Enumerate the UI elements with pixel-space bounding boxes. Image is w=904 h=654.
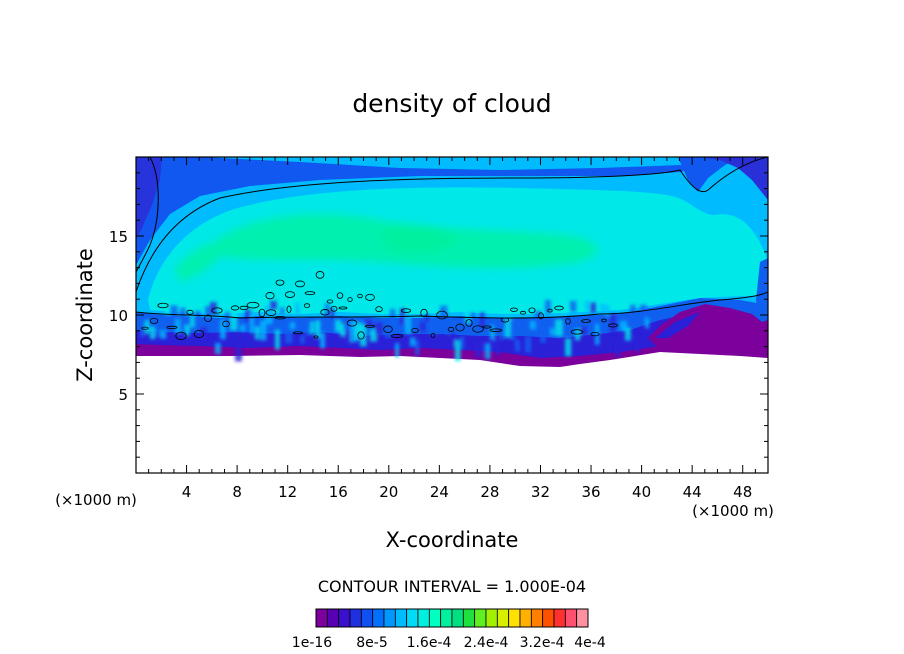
colorbar	[315, 608, 589, 628]
colorbar-swatch	[417, 608, 430, 628]
colorbar-swatch	[564, 608, 578, 628]
colorbar-swatch	[508, 608, 521, 628]
colorbar-swatch	[542, 608, 555, 628]
x-tick-label: 8	[232, 483, 242, 501]
x-tick-label: 24	[430, 483, 449, 501]
colorbar-swatch	[576, 608, 589, 628]
x-tick-label: 48	[733, 483, 752, 501]
colorbar-swatch	[519, 608, 532, 628]
colorbar-swatch	[372, 608, 385, 628]
x-unit-left: (×1000 m)	[55, 491, 137, 509]
colorbar-label: 8e-5	[356, 635, 387, 651]
x-tick-label: 12	[278, 483, 297, 501]
colorbar-swatch	[462, 608, 476, 628]
x-tick-label: 16	[329, 483, 348, 501]
contour-line-rugged	[141, 271, 619, 341]
colorbar-swatch	[349, 608, 362, 628]
colorbar-swatch	[315, 608, 328, 628]
contour-line-lower	[136, 291, 768, 319]
contour-interval-label: CONTOUR INTERVAL = 1.000E-04	[318, 577, 586, 596]
colorbar-swatch	[440, 608, 453, 628]
contour-line-upper	[136, 157, 768, 293]
x-unit-right: (×1000 m)	[692, 502, 774, 520]
colorbar-swatch	[428, 608, 442, 628]
cloud-top-left-blue	[136, 157, 768, 265]
cloud-top-left-corner	[136, 157, 162, 240]
colorbar-swatch	[360, 608, 374, 628]
y-tick-label: 5	[118, 386, 128, 404]
cloud-purple-pocket	[648, 304, 768, 358]
y-axis-label: Z-coordinate	[73, 248, 97, 382]
chart-title: density of cloud	[352, 89, 551, 118]
colorbar-label: 3.2e-4	[520, 635, 565, 651]
colorbar-swatch	[383, 608, 396, 628]
cloud-right-edge	[756, 258, 768, 335]
x-tick-label: 36	[581, 483, 600, 501]
colorbar-swatch	[496, 608, 510, 628]
y-tick-label: 10	[109, 307, 128, 325]
x-axis-label: X-coordinate	[386, 528, 519, 552]
colorbar-swatch	[530, 608, 544, 628]
x-tick-label: 44	[683, 483, 702, 501]
colorbar-labels: 1e-16 8e-5 1.6e-4 2.4e-4 3.2e-4 4e-4	[292, 635, 606, 651]
colorbar-label: 2.4e-4	[464, 635, 509, 651]
colorbar-swatch	[326, 608, 340, 628]
colorbar-swatch	[553, 608, 566, 628]
x-tick-label: 28	[480, 483, 499, 501]
colorbar-label: 4e-4	[574, 635, 606, 651]
x-axis-ticks: 4 8 12 16 20 24 28 32 36 40 44 48	[148, 157, 756, 501]
x-tick-label: 40	[632, 483, 651, 501]
colorbar-swatch	[451, 608, 464, 628]
x-tick-label: 4	[182, 483, 192, 501]
colorbar-swatch	[485, 608, 498, 628]
colorbar-swatch	[338, 608, 351, 628]
cloud-top-right-notch	[678, 157, 740, 192]
x-tick-label: 32	[531, 483, 550, 501]
colorbar-label: 1.6e-4	[407, 635, 452, 651]
cloud-top-right-dark	[700, 157, 768, 200]
y-axis-ticks: 5 10 15	[109, 172, 768, 458]
turbulent-band	[140, 300, 650, 362]
colorbar-label: 1e-16	[292, 635, 332, 651]
y-tick-label: 15	[109, 228, 128, 246]
colorbar-swatch	[394, 608, 408, 628]
contour-line-left	[136, 157, 159, 273]
colorbar-swatch	[474, 608, 487, 628]
x-tick-label: 20	[379, 483, 398, 501]
density-field	[136, 157, 768, 473]
colorbar-swatch	[406, 608, 419, 628]
